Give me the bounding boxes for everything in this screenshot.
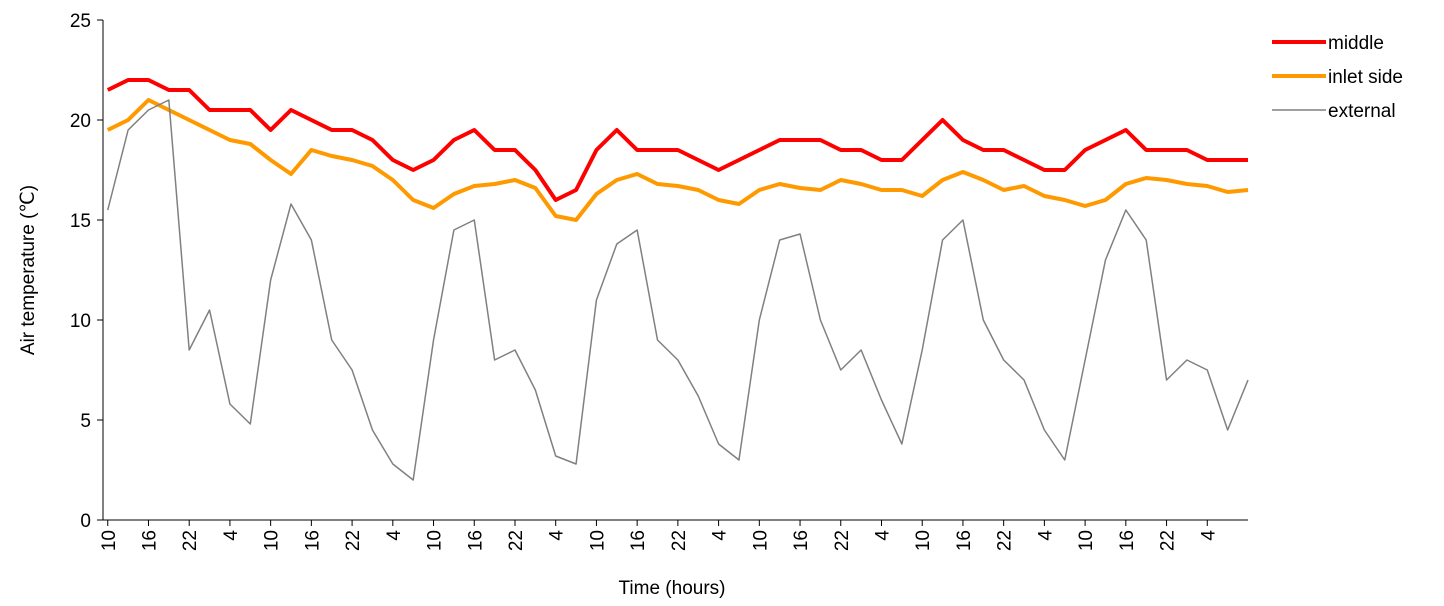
x-tick-label: 10 (262, 530, 283, 551)
y-tick-label: 5 (80, 411, 91, 432)
y-tick-label: 20 (70, 111, 91, 132)
x-tick-label: 10 (425, 530, 446, 551)
x-tick-label: 16 (1117, 530, 1138, 551)
legend-label: middle (1328, 33, 1384, 54)
series-line (106, 98, 1249, 222)
x-tick-label: 22 (832, 530, 853, 551)
x-tick-label: 16 (302, 530, 323, 551)
x-tick-label: 4 (1035, 530, 1056, 541)
x-tick-label: 10 (99, 530, 120, 551)
y-tick-label: 25 (70, 11, 91, 32)
x-tick-label: 16 (139, 530, 160, 551)
x-tick-label: 16 (791, 530, 812, 551)
series-line (106, 78, 1248, 202)
x-tick-label: 22 (1158, 530, 1179, 551)
x-tick-label: 10 (1076, 530, 1097, 551)
y-tick-label: 0 (80, 511, 91, 532)
x-tick-label: 22 (995, 530, 1016, 551)
x-tick-label: 22 (669, 530, 690, 551)
legend-label: external (1328, 101, 1396, 122)
x-tick-label: 16 (465, 530, 486, 551)
y-axis-label: Air temperature (℃) (18, 185, 39, 355)
y-tick-label: 15 (70, 211, 91, 232)
series-line (107, 99, 1249, 481)
x-tick-label: 16 (628, 530, 649, 551)
x-tick-label: 16 (954, 530, 975, 551)
x-tick-label: 4 (1198, 530, 1219, 541)
x-tick-label: 22 (180, 530, 201, 551)
legend-label: inlet side (1328, 67, 1403, 88)
x-tick-label: 4 (872, 530, 893, 541)
x-tick-label: 4 (710, 530, 731, 541)
x-tick-label: 4 (547, 530, 568, 541)
x-tick-label: 22 (343, 530, 364, 551)
x-tick-label: 10 (913, 530, 934, 551)
x-tick-label: 4 (384, 530, 405, 541)
x-tick-label: 10 (750, 530, 771, 551)
x-axis-label: Time (hours) (619, 578, 726, 599)
x-tick-label: 4 (221, 530, 242, 541)
y-tick-label: 10 (70, 311, 91, 332)
x-tick-label: 22 (506, 530, 527, 551)
x-tick-label: 10 (587, 530, 608, 551)
